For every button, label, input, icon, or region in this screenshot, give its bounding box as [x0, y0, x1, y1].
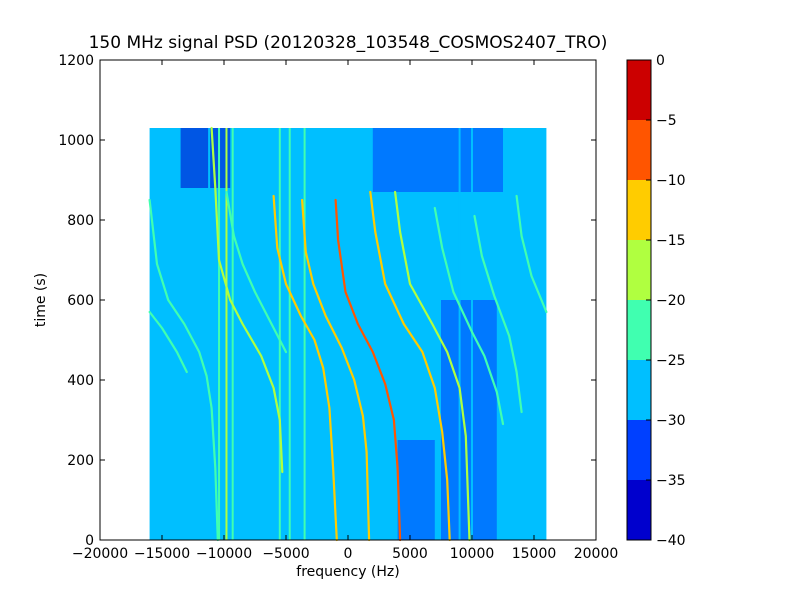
signal-trace: [148, 310, 188, 374]
y-tick-label: 1200: [58, 53, 94, 69]
signal-trace: [394, 190, 471, 542]
signal-trace: [148, 198, 219, 542]
x-tick-label: −20000: [72, 546, 128, 562]
colorbar-tick-label: −10: [656, 173, 686, 189]
y-tick-label: 1000: [58, 133, 94, 149]
colorbar-segment: [627, 240, 651, 300]
colorbar-segment: [627, 480, 651, 540]
y-tick-label: 200: [67, 453, 94, 469]
x-tick-label: 5000: [392, 546, 428, 562]
x-tick-label: −15000: [134, 546, 190, 562]
y-axis: 0 200 400 600 800 1000 1200: [58, 53, 596, 549]
plot-area: [99, 59, 597, 542]
colorbar-tick-label: −35: [656, 473, 686, 489]
heatmap-layer: [149, 128, 547, 540]
low-noise-region: [372, 128, 503, 192]
colorbar-tick-label: −20: [656, 293, 686, 309]
colorbar-tick-label: −5: [656, 113, 677, 129]
y-tick-label: 0: [85, 533, 94, 549]
signal-trace: [272, 194, 338, 542]
x-tick-label: 0: [344, 546, 353, 562]
colorbar-tick-label: −25: [656, 353, 686, 369]
colorbar-segment: [627, 60, 651, 120]
colorbar-segment: [627, 300, 651, 360]
y-tick-label: 800: [67, 213, 94, 229]
signal-traces: [148, 126, 548, 542]
x-tick-label: −5000: [262, 546, 309, 562]
x-tick-label: 10000: [450, 546, 495, 562]
colorbar-tick-label: −15: [656, 233, 686, 249]
y-tick-label: 600: [67, 293, 94, 309]
x-tick-label: 15000: [512, 546, 557, 562]
x-axis: −20000 −15000 −10000 −5000 0 5000 10000 15000 20…: [72, 60, 618, 562]
x-tick-label: 20000: [574, 546, 619, 562]
y-tick-label: 400: [67, 373, 94, 389]
signal-trace: [369, 190, 451, 542]
low-noise-region: [397, 440, 435, 540]
low-noise-region: [180, 128, 231, 188]
chart-title: 150 MHz signal PSD (20120328_103548_COSM…: [89, 33, 608, 53]
colorbar-segment: [627, 360, 651, 420]
x-axis-label: frequency (Hz): [296, 564, 399, 580]
colorbar-tick-label: 0: [656, 53, 665, 69]
signal-trace: [473, 214, 523, 414]
signal-trace: [225, 190, 288, 354]
colorbar: −40 −35 −30 −25 −20 −15 −10 −5 0: [626, 53, 686, 549]
x-tick-label: −10000: [196, 546, 252, 562]
signal-trace: [301, 198, 371, 542]
colorbar-segment: [627, 420, 651, 480]
colorbar-tick-label: −40: [656, 533, 686, 549]
signal-trace: [334, 198, 402, 542]
signal-trace: [515, 194, 548, 314]
colorbar-tick-label: −30: [656, 413, 686, 429]
colorbar-segment: [627, 180, 651, 240]
colorbar-segment: [627, 120, 651, 180]
signal-trace: [210, 126, 284, 474]
y-axis-label: time (s): [33, 273, 49, 327]
signal-trace: [433, 206, 505, 426]
